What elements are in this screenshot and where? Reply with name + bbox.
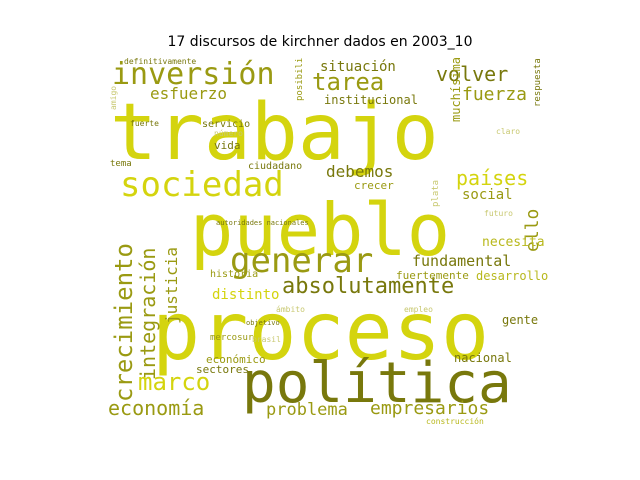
word-ambito: ámbito: [276, 305, 305, 314]
word-fuerte: fuerte: [130, 119, 159, 128]
word-futuro: futuro: [484, 209, 513, 218]
word-sectores: sectores: [196, 363, 249, 376]
word-problema: problema: [266, 400, 348, 420]
word-proceso: proceso: [152, 285, 490, 378]
word-politica: política: [242, 351, 512, 416]
word-tema: tema: [110, 159, 132, 169]
word-ciudadano: ciudadano: [248, 161, 303, 172]
word-historia: historia: [210, 269, 259, 280]
word-necesita: necesita: [482, 235, 545, 250]
word-servicio: servicio: [202, 119, 251, 130]
word-distinto: distinto: [212, 287, 280, 303]
word-fundamental: fundamental: [412, 252, 512, 270]
word-crecimiento: crecimiento: [110, 243, 138, 402]
word-debemos: debemos: [326, 162, 394, 181]
word-economia: economía: [108, 396, 205, 420]
word-posibilidad: posibilidad: [295, 58, 305, 101]
word-tarea: tarea: [312, 68, 385, 96]
word-volver: volver: [436, 62, 509, 86]
word-fuertemente: fuertemente: [396, 269, 469, 282]
word-definitivamente: definitivamente: [124, 58, 197, 66]
word-plata: plata: [431, 179, 441, 207]
word-esfuerzo: esfuerzo: [150, 84, 228, 103]
word-justicia: justicia: [162, 246, 181, 324]
word-fuerza: fuerza: [462, 84, 528, 105]
word-sociedad: sociedad: [120, 165, 284, 205]
word-muchisima: muchísima: [449, 58, 463, 122]
word-vida: vida: [214, 139, 241, 152]
word-cloud: trabajo pueblo proceso política sociedad…: [106, 58, 548, 428]
word-respuesta: respuesta: [533, 58, 543, 107]
word-institucional: institucional: [324, 93, 418, 107]
word-social: social: [462, 187, 513, 203]
word-absolutamente: absolutamente: [282, 274, 455, 299]
word-economico: económico: [206, 353, 266, 366]
word-gente: gente: [502, 313, 539, 327]
word-numero: número: [214, 129, 243, 138]
word-objetivo: objetivo: [246, 319, 280, 327]
chart-title: 17 discursos de kirchner dados en 2003_1…: [167, 34, 473, 50]
word-construccion: construcción: [426, 417, 484, 426]
word-paises: países: [456, 166, 529, 190]
word-situacion: situación: [320, 59, 396, 75]
word-mercosur: mercosur: [210, 333, 254, 343]
word-trabajo: trabajo: [110, 88, 439, 178]
word-nacional: nacional: [454, 351, 512, 365]
word-pueblo: pueblo: [190, 188, 451, 272]
word-marco: marco: [138, 368, 211, 396]
word-crecer: crecer: [354, 179, 394, 192]
word-integracion: integración: [136, 247, 160, 380]
word-empresarios: empresarios: [370, 398, 490, 419]
word-desarrollo: desarrollo: [476, 269, 548, 283]
word-inversion: inversión: [112, 58, 275, 92]
word-claro: claro: [496, 127, 521, 136]
word-brasil: brasil: [252, 335, 281, 344]
word-generar: generar: [230, 241, 374, 281]
word-empleo: empleo: [404, 305, 433, 314]
word-amigo: amigo: [109, 85, 118, 110]
word-autoridades-nacionales: autoridades nacionales: [216, 219, 309, 227]
